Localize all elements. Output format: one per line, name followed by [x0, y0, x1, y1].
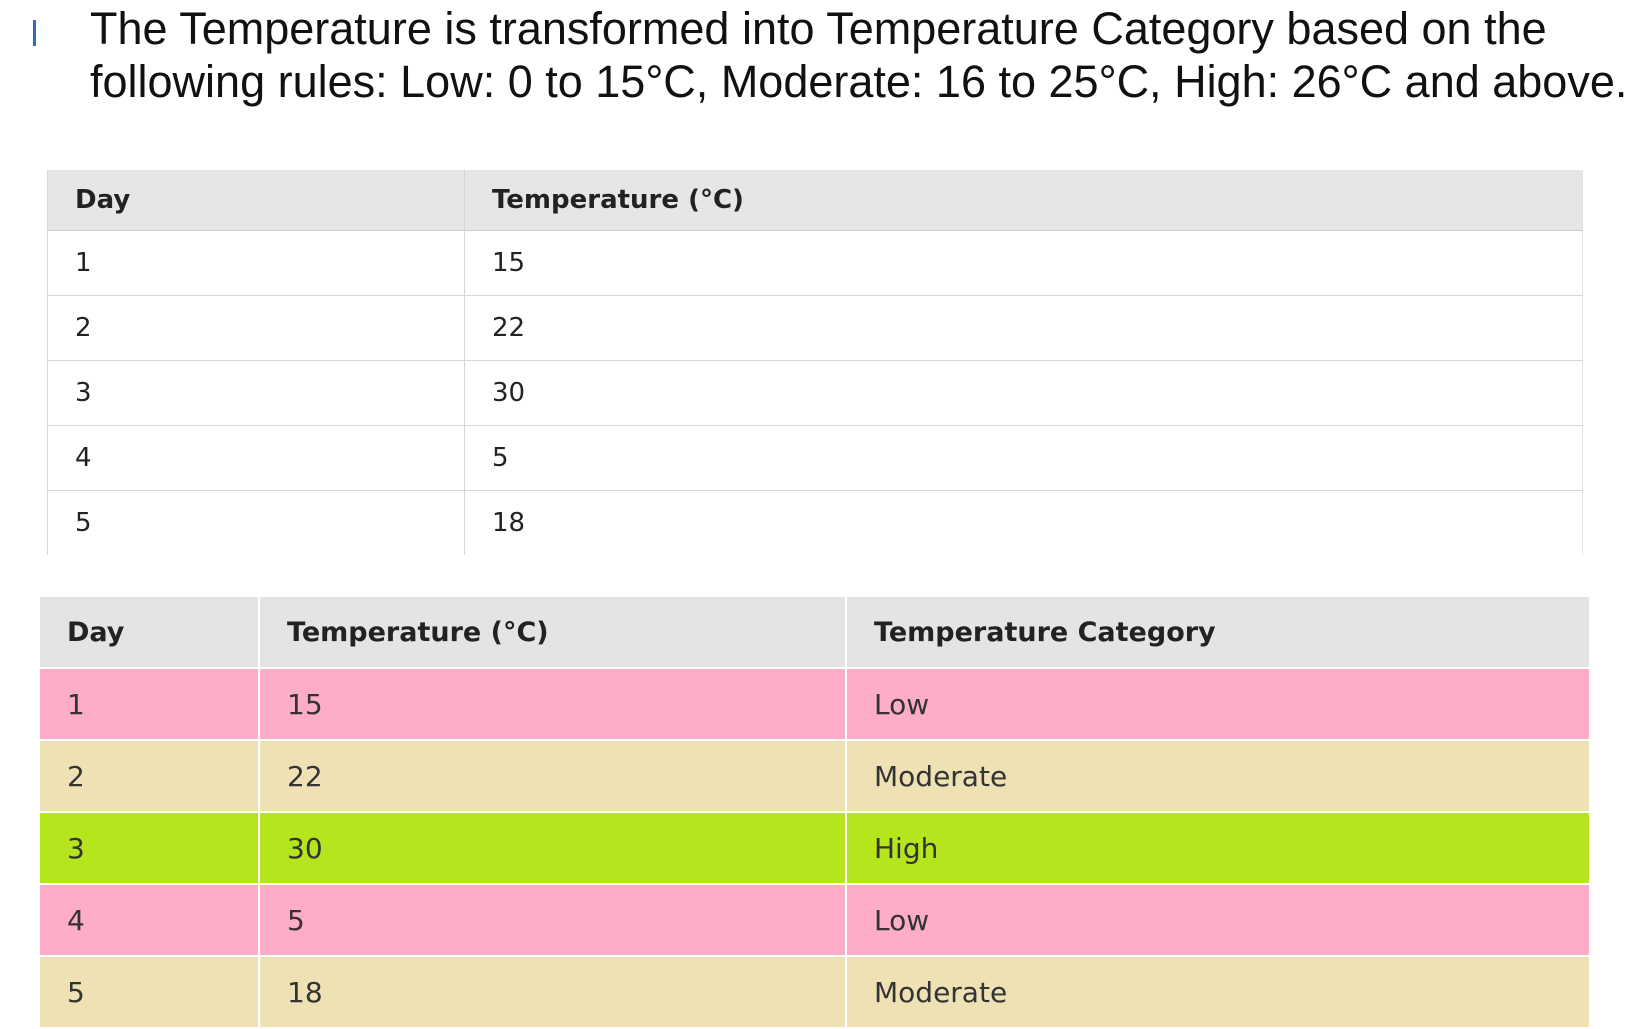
cell-day: 4 — [40, 884, 260, 957]
temperature-category-table: Day Temperature (°C) Temperature Categor… — [40, 597, 1589, 1029]
column-header-temperature: Temperature (°C) — [464, 170, 1583, 231]
column-header-category: Temperature Category — [846, 597, 1589, 669]
table-row: 2 22 Moderate — [40, 740, 1589, 813]
cell-day: 5 — [47, 490, 465, 555]
cell-temperature: 5 — [259, 884, 847, 957]
column-header-day: Day — [47, 170, 465, 231]
cell-day: 5 — [40, 956, 260, 1029]
cell-temperature: 18 — [464, 490, 1583, 555]
cell-temperature: 22 — [259, 740, 847, 813]
cell-day: 1 — [40, 668, 260, 741]
transformation-rule-text: The Temperature is transformed into Temp… — [90, 3, 1628, 107]
cell-day: 4 — [47, 425, 465, 491]
cell-temperature: 30 — [464, 360, 1583, 426]
table-row: 2 22 — [47, 295, 1583, 361]
table-row: 1 15 — [47, 230, 1583, 296]
cell-day: 2 — [47, 295, 465, 361]
cell-category: Low — [846, 668, 1589, 741]
table-row: 4 5 Low — [40, 884, 1589, 957]
cell-temperature: 15 — [464, 230, 1583, 296]
cell-temperature: 15 — [259, 668, 847, 741]
cell-temperature: 5 — [464, 425, 1583, 491]
cell-day: 3 — [47, 360, 465, 426]
temperature-table: Day Temperature (°C) 1 15 2 22 3 30 4 5 … — [47, 170, 1583, 555]
cell-day: 3 — [40, 812, 260, 885]
table-row: 4 5 — [47, 425, 1583, 491]
cell-temperature: 30 — [259, 812, 847, 885]
table-row: 1 15 Low — [40, 668, 1589, 741]
table-row: 3 30 — [47, 360, 1583, 426]
cell-category: Moderate — [846, 956, 1589, 1029]
table-row: 5 18 Moderate — [40, 956, 1589, 1029]
cell-category: Low — [846, 884, 1589, 957]
table-header-row: Day Temperature (°C) — [47, 170, 1583, 231]
column-header-day: Day — [40, 597, 260, 669]
table-row: 5 18 — [47, 490, 1583, 555]
cell-category: Moderate — [846, 740, 1589, 813]
bullet-marker — [33, 20, 36, 46]
cell-day: 1 — [47, 230, 465, 296]
column-header-temperature: Temperature (°C) — [259, 597, 847, 669]
table-row: 3 30 High — [40, 812, 1589, 885]
cell-day: 2 — [40, 740, 260, 813]
cell-category: High — [846, 812, 1589, 885]
cell-temperature: 22 — [464, 295, 1583, 361]
table-header-row: Day Temperature (°C) Temperature Categor… — [40, 597, 1589, 669]
cell-temperature: 18 — [259, 956, 847, 1029]
